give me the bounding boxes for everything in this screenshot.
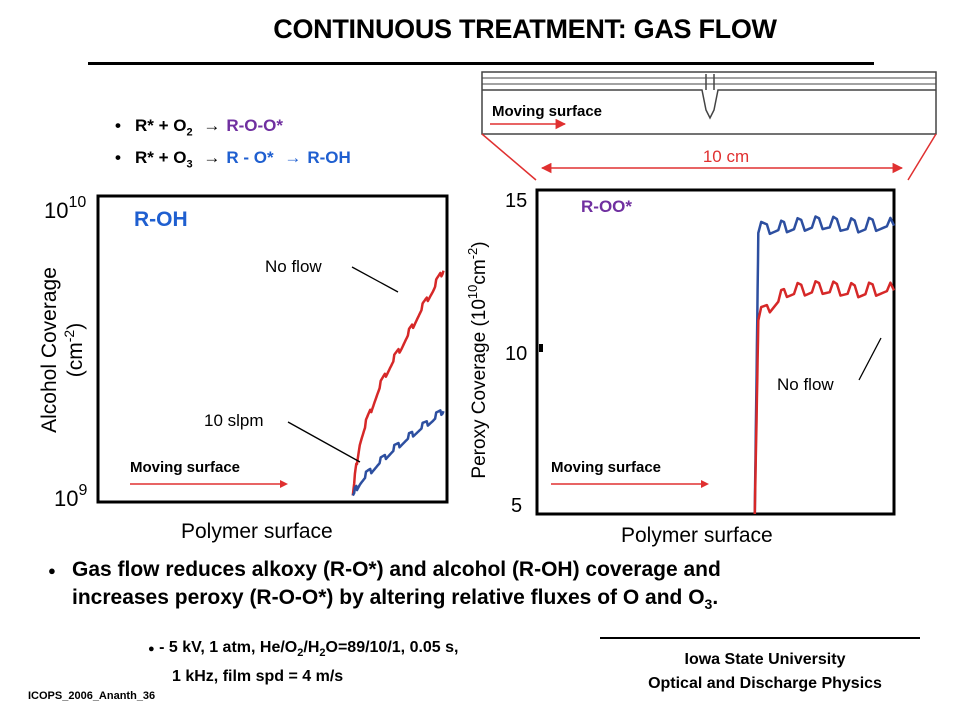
ylabel-c: ) [469, 241, 490, 247]
plot-frame [96, 194, 449, 504]
params-text-b: /H [303, 639, 320, 656]
bullet-icon: ● [48, 562, 56, 578]
reaction-lhs: R* + O [135, 148, 187, 167]
left-series-group [351, 270, 445, 497]
parameters: ● - 5 kV, 1 atm, He/O2/H2O=89/10/1, 0.05… [148, 636, 459, 689]
footer-rule [600, 637, 920, 639]
ytick-bottom-base: 10 [54, 486, 78, 511]
series-line-10-slpm [351, 409, 445, 497]
moving-surface-label: Moving surface [492, 103, 602, 120]
alcohol-coverage-chart: R-OH 1010 109 Alcohol Coverage (cm-2) Po… [38, 194, 449, 543]
arrow-head-icon [280, 480, 288, 488]
params-line-1: ● - 5 kV, 1 atm, He/O2/H2O=89/10/1, 0.05… [148, 636, 459, 665]
arrow-icon: → [203, 148, 221, 167]
page-title: CONTINUOUS TREATMENT: GAS FLOW [273, 14, 777, 44]
series-line-no-flow [753, 280, 896, 515]
bullet: • [115, 148, 121, 167]
params-sub: 2 [297, 647, 304, 660]
ylabel-sup1: 10 [465, 285, 480, 299]
reaction-sub: 2 [186, 126, 193, 139]
params-line-2: 1 kHz, film spd = 4 m/s [172, 668, 344, 686]
annotation-pointer [351, 266, 399, 293]
moving-surface-label: Moving surface [130, 459, 240, 476]
reaction-intermediate: R - O* [226, 148, 274, 167]
moving-surface-diagram: Moving surface 10 cm [481, 71, 937, 181]
footer: Iowa State University Optical and Discha… [590, 648, 940, 696]
reaction-product: R-O-O* [226, 116, 284, 135]
annotation-pointer [858, 337, 882, 381]
ylabel-unit: (cm [64, 342, 87, 377]
bullet-icon: ● [148, 643, 155, 655]
ytick-top-base: 10 [44, 198, 68, 223]
reaction-product: R-OH [307, 148, 351, 167]
ylabel-b: cm [469, 259, 490, 284]
annotation-no-flow: No flow [265, 257, 322, 276]
series-line-10-slpm [753, 215, 896, 515]
series-label-roh: R-OH [134, 208, 188, 231]
ylabel: Peroxy Coverage (1010cm-2) [465, 241, 490, 478]
reaction-lhs: R* + O [135, 116, 187, 135]
zoom-line-right [907, 133, 937, 181]
conclusion-line-2-text: increases peroxy (R-O-O*) by altering re… [72, 585, 705, 609]
ylabel-sup: -2 [61, 330, 77, 343]
slide-id: ICOPS_2006_Ananth_36 [28, 690, 156, 702]
xlabel: Polymer surface [621, 524, 773, 547]
reaction-2: • R* + O3 → R - O* → R-OH [115, 148, 351, 170]
conclusion-line-1-text: Gas flow reduces alkoxy (R-O*) and alcoh… [72, 558, 721, 581]
xlabel: Polymer surface [181, 520, 333, 543]
surface-box [481, 71, 937, 135]
params-sub: 2 [319, 647, 326, 660]
discharge-dip [482, 89, 936, 120]
series-line-no-flow [351, 270, 445, 496]
conclusion-text: ● Gas flow reduces alkoxy (R-O*) and alco… [48, 556, 948, 618]
reaction-1: • R* + O2 → R-O-O* [115, 116, 283, 138]
footer-institution: Iowa State University [684, 651, 846, 668]
moving-surface-label: Moving surface [551, 459, 661, 476]
ytick-top: 1010 [44, 194, 86, 223]
ylabel-a: Peroxy Coverage (10 [469, 299, 490, 479]
annotation-no-flow: No flow [777, 375, 834, 394]
arrow-icon: → [203, 116, 221, 135]
conclusion-line-1: ● Gas flow reduces alkoxy (R-O*) and alco… [48, 556, 948, 584]
scale-label: 10 cm [703, 147, 749, 166]
reaction-sub: 3 [186, 158, 193, 171]
annotation-pointer [287, 421, 361, 463]
params-text-a: - 5 kV, 1 atm, He/O [154, 639, 298, 656]
right-series-group [753, 215, 896, 515]
ylabel-line2: (cm-2) [61, 323, 87, 377]
series-label-roo: R-OO* [581, 197, 632, 216]
conclusion-line-2-end: . [712, 585, 719, 609]
ylabel-line1: Alcohol Coverage [38, 267, 61, 433]
ytick-15: 15 [505, 190, 527, 212]
ytick-10: 10 [505, 343, 527, 365]
footer-group: Optical and Discharge Physics [648, 675, 882, 692]
arrow-head-icon [701, 480, 709, 488]
ylabel-close: ) [64, 323, 87, 330]
ytick-top-exp: 10 [68, 194, 86, 211]
ytick-bottom: 109 [54, 482, 87, 511]
params-text-c: O=89/10/1, 0.05 s, [325, 639, 459, 656]
annotation-10-slpm: 10 slpm [204, 411, 264, 430]
ytick-bottom-exp: 9 [78, 482, 87, 499]
zoom-line-left [481, 133, 537, 181]
peroxy-coverage-chart: R-OO* 15 10 5 Peroxy Coverage (1010cm-2)… [465, 188, 896, 547]
plot-frame [535, 188, 896, 516]
conclusion-line-2: increases peroxy (R-O-O*) by altering re… [48, 584, 948, 618]
ylabel-sup2: -2 [465, 248, 480, 260]
ytick-5: 5 [511, 495, 522, 517]
title-underline [88, 62, 874, 65]
tick-mark [539, 344, 543, 352]
arrow-icon: → [284, 148, 302, 167]
conclusion-sub: 3 [704, 596, 713, 613]
bullet: • [115, 116, 121, 135]
